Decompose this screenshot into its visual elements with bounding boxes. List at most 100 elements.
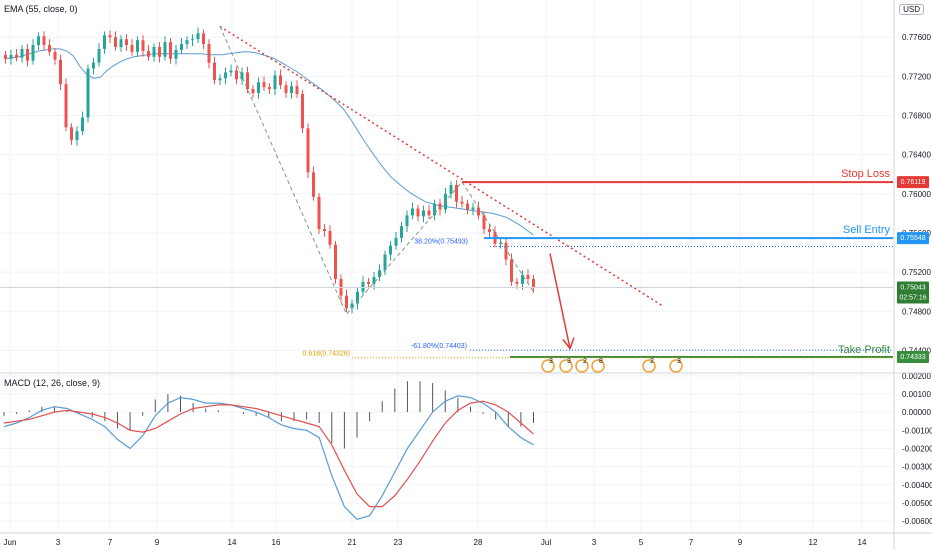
candle-body: [273, 75, 277, 90]
macd-tick-label: -0.00600: [902, 517, 932, 526]
candle-body: [526, 275, 530, 279]
time-tick-label: 7: [108, 538, 113, 547]
candle-body: [218, 78, 222, 81]
economic-event-icon: [575, 359, 589, 373]
candle-body: [59, 59, 62, 85]
macd-tick-label: 0.00200: [902, 372, 931, 381]
economic-event-icon: [642, 359, 656, 373]
candle-body: [466, 203, 469, 210]
candle-body: [174, 49, 178, 59]
fib-618-ext-label: -61.80%(0.74403): [411, 343, 467, 350]
candle-body: [20, 48, 24, 58]
macd-tick-label: -0.00400: [902, 481, 932, 490]
take-profit-price-tag: 0.74333: [900, 354, 925, 361]
candle-body: [103, 35, 106, 49]
time-tick-label: 14: [228, 538, 237, 547]
time-tick-label: 16: [272, 538, 281, 547]
candle-body: [196, 33, 200, 40]
candle-body: [152, 46, 156, 57]
candles: [4, 27, 535, 314]
candle-body: [268, 87, 271, 90]
candle-body: [471, 207, 475, 210]
candle-body: [97, 48, 101, 63]
stop-loss-price-tag-bg: [897, 176, 929, 189]
candle-body: [257, 82, 260, 93]
candle-body: [191, 39, 194, 41]
candle-body: [125, 39, 128, 46]
time-tick-label: 14: [858, 538, 867, 547]
candle-body: [356, 291, 359, 304]
time-tick-label: Jun: [4, 538, 17, 547]
price-tick-label: 0.76000: [902, 190, 931, 199]
candle-body: [515, 281, 519, 284]
signal-line: [3, 400, 534, 508]
candle-body: [361, 281, 365, 292]
candle-body: [92, 62, 95, 69]
forecast-arrow-shaft: [549, 253, 571, 349]
candle-body: [141, 40, 145, 51]
candle-body: [53, 51, 57, 60]
candle-body: [70, 127, 73, 140]
downtrend-line: [219, 25, 663, 307]
candle-body: [460, 201, 464, 204]
time-tick-label: 3: [592, 538, 597, 547]
candle-body: [262, 82, 266, 88]
candle-body: [372, 277, 376, 284]
candle-body: [180, 44, 183, 50]
macd-indicator-label[interactable]: MACD (12, 26, close, 9): [4, 378, 101, 388]
candle-body: [224, 72, 227, 79]
event-count-label: 2: [583, 358, 587, 365]
candle-body: [202, 33, 205, 45]
candle-body: [400, 226, 403, 238]
candle-body: [367, 281, 370, 284]
candle-body: [108, 35, 112, 38]
candle-body: [48, 45, 51, 52]
candle-body: [383, 254, 387, 271]
candle-body: [64, 84, 68, 128]
candle-body: [317, 196, 321, 230]
time-tick-label: 7: [689, 538, 694, 547]
fib-extension-legs: [219, 26, 534, 316]
fib-382-label: 38.20%(0.75493): [414, 238, 468, 245]
candle-body: [427, 210, 431, 216]
stop-loss-price-tag: 0.76119: [901, 179, 926, 186]
drawings[interactable]: Stop Loss Sell Entry Take Profit 38.20%(0.7…: [0, 25, 893, 373]
candle-body: [455, 185, 458, 202]
candle-body: [510, 259, 513, 282]
candle-body: [411, 208, 414, 216]
candle-body: [312, 172, 315, 197]
candle-body: [389, 245, 392, 255]
candle-body: [416, 208, 420, 217]
candle-body: [449, 185, 453, 194]
event-count-label: 3: [677, 358, 681, 365]
grid: [0, 0, 893, 532]
candle-body: [9, 54, 13, 59]
price-tick-label: 0.77600: [902, 33, 931, 42]
ema-indicator-label[interactable]: EMA (55, close, 0): [4, 4, 78, 14]
candle-body: [235, 70, 238, 80]
candle-body: [240, 72, 244, 80]
candle-body: [290, 86, 293, 93]
candle-body: [185, 40, 189, 45]
sell-entry-price-tag: 0.75548: [900, 235, 925, 242]
take-profit-label: Take Profit: [838, 344, 890, 356]
event-count-label: 2: [650, 358, 654, 365]
macd-pane: [3, 381, 534, 520]
candle-body: [328, 231, 332, 245]
candle-body: [488, 229, 491, 233]
currency-badge[interactable]: USD: [899, 4, 924, 15]
stop-loss-label: Stop Loss: [841, 168, 890, 180]
candle-body: [229, 70, 233, 73]
time-tick-label: 12: [809, 538, 818, 547]
macd-tick-label: 0.00100: [902, 390, 931, 399]
candle-body: [433, 203, 436, 216]
event-count-label: 3: [549, 358, 553, 365]
candle-body: [207, 44, 211, 63]
macd-tick-label: 0.00000: [902, 408, 931, 417]
candle-body: [86, 68, 90, 118]
price-tick-label: 0.75200: [902, 268, 931, 277]
candle-body: [323, 229, 326, 232]
